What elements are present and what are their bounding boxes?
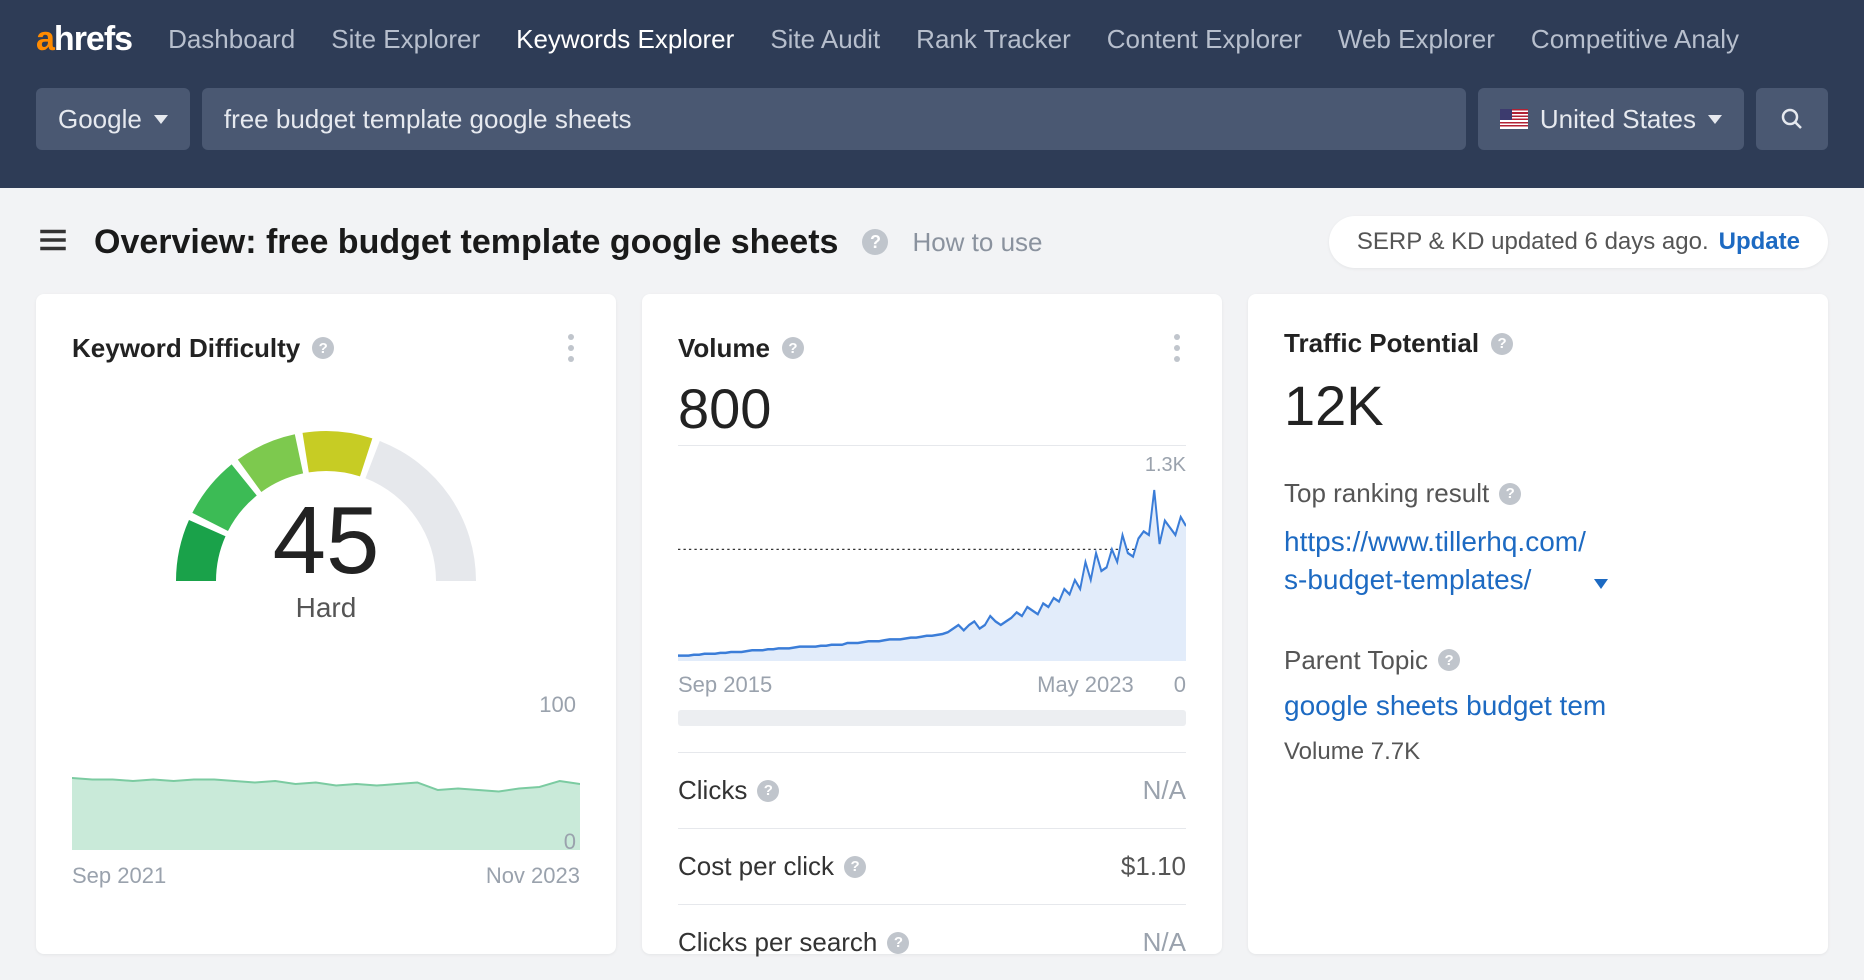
nav-item[interactable]: Competitive Analy <box>1531 24 1739 55</box>
tp-top-ranking-link[interactable]: https://www.tillerhq.com/s-budget-templa… <box>1284 523 1586 599</box>
nav-item[interactable]: Dashboard <box>168 24 295 55</box>
search-engine-label: Google <box>58 104 142 135</box>
kd-label: Hard <box>296 592 357 624</box>
metric-value: N/A <box>1143 775 1186 806</box>
metric-label: Clicks <box>678 775 747 806</box>
nav-item[interactable]: Site Audit <box>770 24 880 55</box>
help-icon[interactable]: ? <box>757 780 779 802</box>
search-row: Google United States <box>0 78 1864 188</box>
search-button[interactable] <box>1756 88 1828 150</box>
more-menu-icon[interactable] <box>1168 328 1186 368</box>
metric-value: $1.10 <box>1121 851 1186 882</box>
tp-parent-topic-link[interactable]: google sheets budget tem <box>1284 690 1792 722</box>
menu-icon[interactable] <box>36 223 70 262</box>
help-icon[interactable]: ? <box>862 229 888 255</box>
nav-item[interactable]: Site Explorer <box>331 24 480 55</box>
volume-range-track[interactable] <box>678 710 1186 726</box>
page-title: Overview: free budget template google sh… <box>94 223 838 262</box>
volume-value: 800 <box>678 376 1186 441</box>
logo-rest: hrefs <box>54 20 132 59</box>
nav-item[interactable]: Web Explorer <box>1338 24 1495 55</box>
help-icon[interactable]: ? <box>312 337 334 359</box>
chevron-down-icon <box>154 115 168 124</box>
search-input-wrap <box>202 88 1466 150</box>
vol-x-end: May 2023 <box>1037 672 1134 698</box>
help-icon[interactable]: ? <box>887 932 909 954</box>
country-select[interactable]: United States <box>1478 88 1744 150</box>
update-pill: SERP & KD updated 6 days ago. Update <box>1329 216 1828 268</box>
volume-metric-row: Cost per click ? $1.10 <box>678 828 1186 904</box>
country-label: United States <box>1540 104 1696 135</box>
vol-zero: 0 <box>1174 672 1186 698</box>
overview-bar: Overview: free budget template google sh… <box>0 188 1864 294</box>
kd-title: Keyword Difficulty <box>72 333 300 364</box>
help-icon[interactable]: ? <box>1499 483 1521 505</box>
tp-value: 12K <box>1284 373 1792 438</box>
card-traffic-potential: Traffic Potential ? 12K Top ranking resu… <box>1248 294 1828 954</box>
flag-us-icon <box>1500 109 1528 129</box>
card-volume: Volume ? 800 1.3K Sep 2015 May 2023 0 Cl… <box>642 294 1222 954</box>
kd-score: 45 <box>273 486 380 596</box>
logo[interactable]: ahrefs <box>36 20 132 59</box>
logo-a: a <box>36 20 54 59</box>
update-status-text: SERP & KD updated 6 days ago. <box>1357 228 1709 256</box>
nav-item[interactable]: Content Explorer <box>1107 24 1302 55</box>
kd-gauge: 45 Hard <box>72 386 580 624</box>
volume-title: Volume <box>678 333 770 364</box>
volume-chart: 1.3K Sep 2015 May 2023 0 <box>678 445 1186 726</box>
help-icon[interactable]: ? <box>1491 333 1513 355</box>
help-icon[interactable]: ? <box>844 856 866 878</box>
tp-title: Traffic Potential <box>1284 328 1479 359</box>
tp-parent-label: Parent Topic ? <box>1284 645 1792 676</box>
card-keyword-difficulty: Keyword Difficulty ? 45 Hard 100 0 Sep 2… <box>36 294 616 954</box>
metric-value: N/A <box>1143 927 1186 958</box>
volume-metric-row: Clicks per search ? N/A <box>678 904 1186 980</box>
kd-mini-x-end: Nov 2023 <box>486 863 580 889</box>
top-nav: ahrefs Dashboard Site Explorer Keywords Ex… <box>0 0 1864 78</box>
vol-top-label: 1.3K <box>678 454 1186 477</box>
keyword-search-input[interactable] <box>224 104 1444 135</box>
nav-item[interactable]: Keywords Explorer <box>516 24 734 55</box>
cards-row: Keyword Difficulty ? 45 Hard 100 0 Sep 2… <box>0 294 1864 954</box>
how-to-use-link[interactable]: How to use <box>912 227 1042 258</box>
chevron-down-icon <box>1708 115 1722 124</box>
tp-top-ranking-label: Top ranking result ? <box>1284 478 1792 509</box>
help-icon[interactable]: ? <box>1438 649 1460 671</box>
search-engine-select[interactable]: Google <box>36 88 190 150</box>
metric-label: Cost per click <box>678 851 834 882</box>
tp-parent-volume: Volume 7.7K <box>1284 738 1792 766</box>
nav-item[interactable]: Rank Tracker <box>916 24 1071 55</box>
search-icon <box>1780 107 1804 131</box>
help-icon[interactable]: ? <box>782 337 804 359</box>
vol-x-start: Sep 2015 <box>678 672 772 698</box>
volume-metric-row: Clicks ? N/A <box>678 752 1186 828</box>
chevron-down-icon[interactable] <box>1594 579 1608 589</box>
metric-label: Clicks per search <box>678 927 877 958</box>
update-link[interactable]: Update <box>1719 228 1800 256</box>
kd-history-chart: 100 0 Sep 2021 Nov 2023 <box>72 692 580 889</box>
kd-mini-x-start: Sep 2021 <box>72 863 166 889</box>
more-menu-icon[interactable] <box>562 328 580 368</box>
